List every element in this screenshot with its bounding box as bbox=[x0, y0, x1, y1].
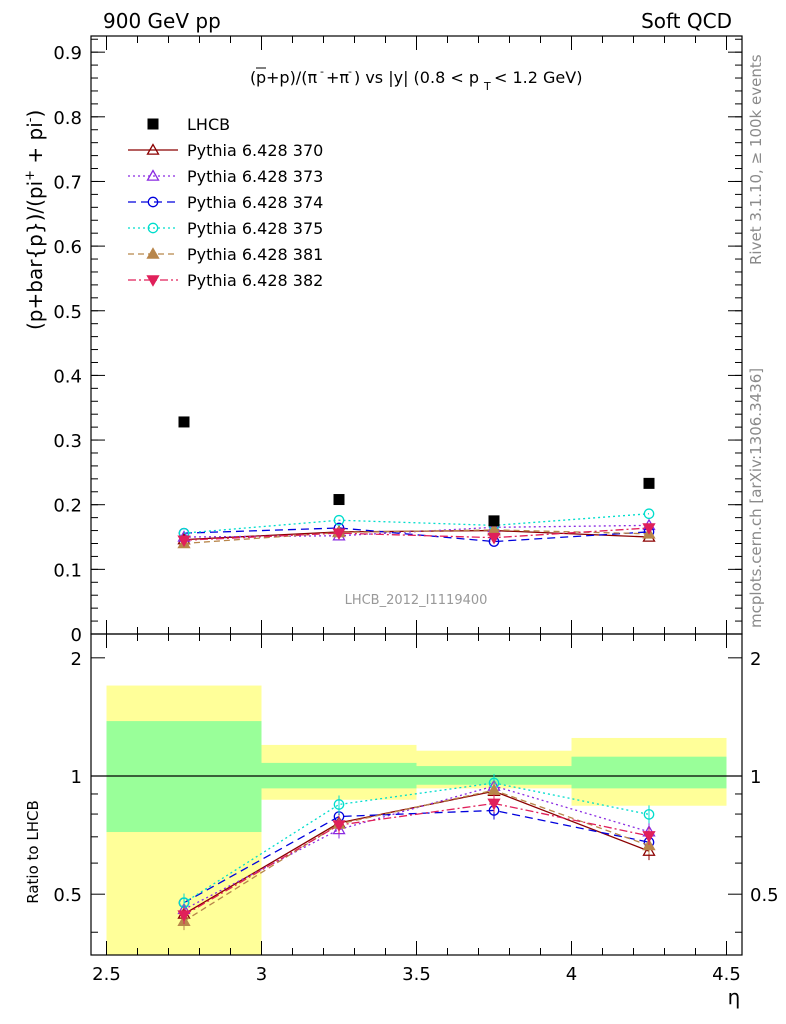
series-point bbox=[487, 532, 501, 545]
legend-entry: Pythia 6.428 370 bbox=[128, 141, 323, 160]
data-point bbox=[488, 515, 500, 527]
y-tick-label: 0.4 bbox=[53, 366, 82, 387]
x-tick-label: 3.5 bbox=[402, 964, 431, 985]
legend-label: Pythia 6.428 382 bbox=[187, 271, 323, 290]
y-tick-label: 0.5 bbox=[53, 302, 82, 323]
ratio-point bbox=[333, 799, 345, 810]
x-tick-label: 3 bbox=[256, 964, 267, 985]
svg-text:+π: +π bbox=[326, 68, 349, 87]
ratio-point bbox=[487, 798, 501, 811]
y-tick-label: 0.6 bbox=[53, 237, 82, 258]
y-tick-label: 0.2 bbox=[53, 496, 82, 517]
ratio-point bbox=[487, 783, 501, 795]
series-point bbox=[642, 523, 656, 535]
legend-entry-data: LHCB bbox=[147, 115, 230, 134]
ratio-tick-label-left: 0.5 bbox=[53, 885, 82, 906]
series-line-ratio bbox=[183, 802, 650, 916]
analysis-id-label: LHCB_2012_I1119400 bbox=[345, 593, 488, 608]
legend-entry: Pythia 6.428 375 bbox=[128, 219, 323, 238]
series-line-ratio bbox=[183, 785, 650, 910]
x-tick-label: 4 bbox=[566, 964, 577, 985]
legend-label: Pythia 6.428 375 bbox=[187, 219, 323, 238]
ratio-tick-label-right: 2 bbox=[750, 649, 761, 670]
ratio-tick-label-left: 2 bbox=[71, 649, 82, 670]
legend-entry: Pythia 6.428 374 bbox=[128, 193, 323, 212]
legend-entry: Pythia 6.428 382 bbox=[128, 271, 323, 290]
legend-marker bbox=[146, 143, 160, 155]
legend-label: Pythia 6.428 381 bbox=[187, 245, 323, 264]
ratio-point bbox=[642, 831, 656, 843]
svg-text:) vs |y| (0.8 < p: ) vs |y| (0.8 < p bbox=[354, 68, 479, 87]
ratio-point bbox=[332, 820, 346, 832]
series-line-ratio bbox=[183, 809, 650, 904]
svg-text:< 1.2 GeV): < 1.2 GeV) bbox=[494, 68, 582, 87]
legend-label: Pythia 6.428 373 bbox=[187, 167, 323, 186]
ratio-bands bbox=[91, 685, 742, 955]
y-tick-label: 0 bbox=[71, 625, 82, 646]
series-point bbox=[332, 528, 346, 540]
x-tick-label: 4.5 bbox=[712, 964, 741, 985]
series-4 bbox=[177, 523, 656, 931]
legend-marker bbox=[146, 169, 160, 181]
ratio-point bbox=[642, 844, 656, 856]
svg-text:-: - bbox=[320, 65, 324, 78]
y-tick-label: 0.1 bbox=[53, 560, 82, 581]
ratio-point bbox=[177, 910, 191, 922]
series-point bbox=[333, 514, 345, 526]
legend-marker bbox=[147, 222, 159, 234]
series-5 bbox=[177, 523, 656, 925]
y-tick-label: 0.9 bbox=[53, 43, 82, 64]
y-tick-label: 0.7 bbox=[53, 172, 82, 193]
series-line-main bbox=[183, 527, 650, 541]
legend-entry: Pythia 6.428 381 bbox=[128, 245, 323, 264]
x-tick-label: 2.5 bbox=[92, 964, 121, 985]
mcplots-label: mcplots.cern.ch [arXiv:1306.3436] bbox=[747, 368, 765, 628]
series-point bbox=[643, 508, 655, 520]
data-point bbox=[178, 416, 190, 428]
svg-text:p: p bbox=[256, 68, 266, 87]
ratio-y-axis-label: Ratio to LHCB bbox=[24, 800, 42, 904]
series-point bbox=[177, 535, 191, 548]
data-point bbox=[643, 477, 655, 489]
legend-label: LHCB bbox=[187, 115, 230, 134]
header-right: Soft QCD bbox=[641, 9, 732, 33]
legend-entry: Pythia 6.428 373 bbox=[128, 167, 323, 186]
ratio-tick-label-right: 1 bbox=[750, 767, 761, 788]
ratio-point bbox=[643, 809, 655, 820]
y-axis-label: (p+bar{p})/(pi+ + pi-) bbox=[23, 110, 47, 330]
rivet-version-label: Rivet 3.1.10, ≥ 100k events bbox=[747, 54, 765, 265]
svg-text:T: T bbox=[483, 80, 491, 93]
ratio-tick-label-right: 0.5 bbox=[750, 885, 779, 906]
legend-marker bbox=[147, 118, 159, 130]
y-tick-label: 0.8 bbox=[53, 108, 82, 129]
plot-title: ( p +p)/(π - +π - ) vs |y| (0.8 < p T < … bbox=[250, 65, 582, 93]
data-point bbox=[333, 494, 345, 506]
ratio-band-inner bbox=[571, 756, 727, 789]
legend-label: Pythia 6.428 374 bbox=[187, 193, 323, 212]
series-line-main bbox=[183, 529, 650, 545]
legend-marker bbox=[147, 196, 159, 208]
ratio-tick-label-left: 1 bbox=[71, 767, 82, 788]
axis-ticks: 2.5 3 3.5 4 4.5 0 0.1 0.2 0.3 0.4 0.5 0.6 0.7 0.8 0.9 0… bbox=[53, 36, 779, 985]
y-tick-label: 0.3 bbox=[53, 431, 82, 452]
series-layer bbox=[177, 416, 656, 931]
x-axis-label: η bbox=[728, 985, 741, 1009]
svg-text:+p)/(π: +p)/(π bbox=[266, 68, 317, 87]
legend-marker bbox=[146, 247, 160, 259]
header-left: 900 GeV pp bbox=[103, 9, 221, 33]
legend-label: Pythia 6.428 370 bbox=[187, 141, 323, 160]
svg-text:(: ( bbox=[250, 68, 256, 87]
legend-marker bbox=[146, 275, 160, 287]
svg-text:-: - bbox=[348, 65, 352, 78]
series-line-ratio bbox=[183, 789, 650, 922]
series-line-ratio bbox=[183, 782, 650, 904]
legend: LHCB Pythia 6.428 370 Pythia 6.428 373 Pyth… bbox=[128, 115, 323, 290]
